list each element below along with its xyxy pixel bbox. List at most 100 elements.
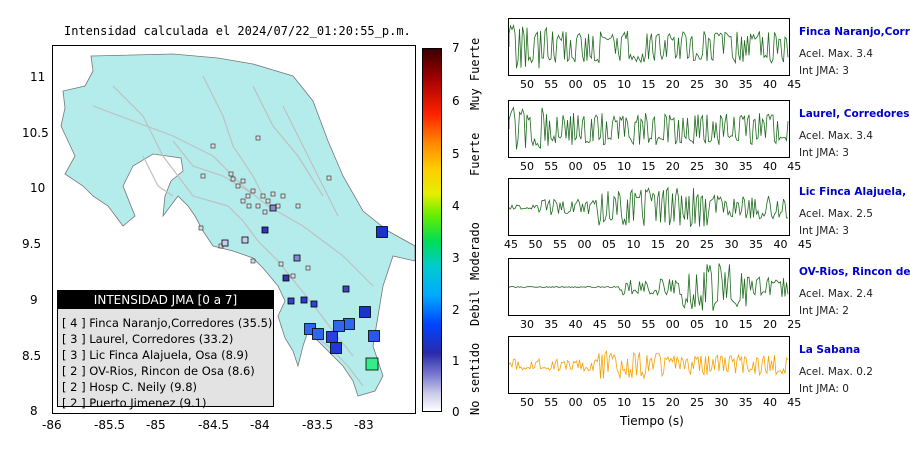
jma-intensity: Int JMA: 2 (799, 305, 849, 317)
time-tick: 50 (520, 396, 534, 409)
time-tick: 10 (714, 318, 729, 331)
minor-station-marker (326, 175, 332, 181)
minor-station-marker (278, 261, 284, 267)
time-tick: 40 (763, 396, 777, 409)
jma-intensity: Int JMA: 0 (799, 383, 849, 395)
station-marker[interactable] (343, 318, 355, 330)
time-tick: 30 (714, 78, 729, 91)
legend-row: [ 2 ] Hosp C. Neily (9.8) (62, 380, 198, 394)
station-marker[interactable] (221, 239, 229, 247)
station-marker[interactable] (261, 226, 269, 234)
map-x-tick: -84.5 (198, 418, 230, 432)
station-marker[interactable] (333, 320, 345, 332)
map-title: Intensidad calculada el 2024/07/22_01:20… (64, 24, 411, 38)
time-tick: 45 (787, 396, 802, 409)
max-acceleration: Acel. Max. 2.5 (799, 208, 873, 220)
station-marker[interactable] (330, 342, 342, 354)
time-tick: 55 (553, 238, 567, 251)
station-marker[interactable] (310, 300, 318, 308)
time-tick: 15 (651, 238, 665, 251)
legend-row: [ 3 ] Laurel, Corredores (33.2) (62, 332, 234, 346)
time-tick: 15 (738, 318, 753, 331)
station-marker[interactable] (287, 297, 295, 305)
max-acceleration: Acel. Max. 0.2 (799, 366, 873, 378)
station-marker[interactable] (368, 330, 380, 342)
station-marker[interactable] (376, 226, 388, 238)
minor-station-marker (255, 135, 261, 141)
jma-intensity: Int JMA: 3 (799, 65, 849, 77)
map-y-tick: 11 (30, 70, 46, 84)
station-marker[interactable] (241, 236, 249, 244)
waveform-panel (508, 258, 790, 316)
map-y-tick: 10 (30, 181, 46, 195)
time-tick: 35 (738, 160, 753, 173)
legend-row: [ 4 ] Finca Naranjo,Corredores (35.5) (62, 316, 273, 330)
colorbar-tick: 3 (452, 251, 460, 265)
max-acceleration: Acel. Max. 3.4 (799, 130, 873, 142)
waveform-trace (508, 106, 789, 150)
time-tick: 20 (675, 238, 690, 251)
time-tick: 35 (738, 78, 753, 91)
intensity-stations (221, 204, 388, 371)
waveform-line (508, 106, 789, 150)
map-y-tick: 8.5 (22, 349, 42, 363)
station-marker[interactable] (293, 254, 301, 262)
station-marker[interactable] (326, 331, 338, 343)
time-tick: 05 (690, 318, 705, 331)
time-tick: 30 (520, 318, 534, 331)
map-x-tick: -83.5 (302, 418, 334, 432)
time-axis-label: Tiempo (s) (620, 414, 684, 428)
map-x-tick: -85 (146, 418, 166, 432)
map-y-tick: 8 (30, 404, 38, 418)
station-marker[interactable] (312, 328, 324, 340)
waveform-line (508, 24, 789, 69)
minor-station-marker (290, 273, 296, 279)
time-tick: 25 (690, 396, 705, 409)
colorbar-category: Debil (468, 289, 482, 326)
station-marker[interactable] (300, 296, 308, 304)
minor-stations (198, 135, 332, 279)
time-tick: 50 (520, 78, 534, 91)
station-marker[interactable] (342, 285, 350, 293)
colorbar-tick: 2 (452, 303, 460, 317)
waveform-line (508, 349, 789, 380)
time-tick: 40 (763, 160, 777, 173)
waveform-panel (508, 178, 790, 236)
station-marker[interactable] (359, 306, 371, 318)
station-marker[interactable] (269, 204, 277, 212)
costa-rica-map (60, 53, 415, 397)
waveform-panel (508, 100, 790, 158)
intensity-legend: INTENSIDAD JMA [0 a 7] [ 4 ] Finca Naran… (57, 290, 274, 410)
station-name: La Sabana (799, 344, 861, 356)
time-tick: 20 (763, 318, 777, 331)
time-tick: 25 (690, 160, 705, 173)
colorbar-category: Muy Fuerte (468, 37, 482, 110)
time-tick: 10 (626, 238, 641, 251)
map-y-tick: 9.5 (22, 237, 42, 251)
map-x-tick: -85.5 (94, 418, 126, 432)
station-marker[interactable] (282, 274, 290, 282)
station-marker[interactable] (365, 357, 379, 371)
time-tick: 40 (773, 238, 788, 251)
colorbar-tick: 6 (452, 94, 460, 108)
minor-station-marker (262, 209, 268, 215)
time-tick: 00 (577, 238, 592, 251)
time-tick: 40 (763, 78, 777, 91)
minor-station-marker (200, 173, 206, 179)
minor-station-marker (295, 203, 301, 209)
minor-station-marker (260, 193, 266, 199)
time-tick: 35 (738, 396, 753, 409)
waveform-line (508, 186, 788, 227)
colorbar-tick: 4 (452, 199, 460, 213)
station-name: Lic Finca Alajuela, Osa (799, 186, 910, 198)
colorbar-tick: 0 (452, 405, 460, 419)
minor-station-marker (275, 203, 281, 209)
time-tick: 55 (641, 318, 656, 331)
minor-station-marker (250, 188, 256, 194)
time-tick: 50 (520, 160, 534, 173)
waveform-panel (508, 336, 790, 394)
legend-row: [ 2 ] Puerto Jimenez (9.1) (62, 396, 207, 410)
time-tick: 05 (592, 160, 607, 173)
minor-station-marker (235, 183, 241, 189)
time-tick: 10 (617, 160, 632, 173)
